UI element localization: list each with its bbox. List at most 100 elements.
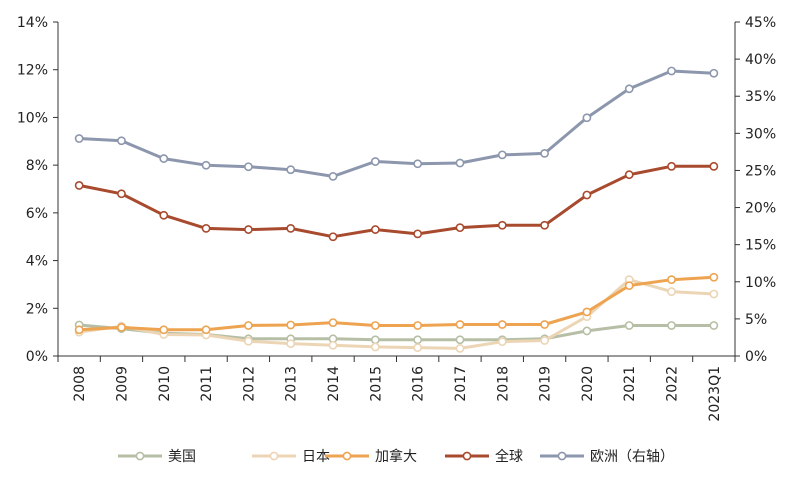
left-tick-label: 6% [26,206,48,222]
data-point [370,335,380,345]
right-tick-label: 20% [745,201,776,217]
series-line [79,323,714,342]
data-point [117,136,126,146]
legend-swatch-marker [269,451,279,461]
data-point [286,223,296,233]
data-point [328,232,338,242]
data-point [582,307,592,317]
x-tick-label: 2015 [368,366,384,402]
series-line [79,69,714,178]
data-point [667,275,676,285]
data-point [709,289,719,299]
series-layer [74,66,719,353]
data-point [413,159,423,169]
right-tick-label: 40% [745,52,776,68]
x-tick-label: 2011 [199,366,215,402]
legend-label: 加拿大 [375,448,417,465]
data-point [201,160,211,170]
data-point [413,229,423,239]
legend-label: 美国 [168,449,196,465]
data-point [370,321,380,330]
data-point [159,210,169,220]
legend-swatch-marker [135,451,145,461]
data-point [540,148,549,158]
x-tick-label: 2008 [72,366,88,402]
data-point [455,335,465,345]
left-tick-label: 0% [26,349,48,365]
legend: 美国 日本 加拿大 全球 欧洲（右轴） [118,448,674,465]
data-point [201,325,211,335]
data-point [159,154,169,163]
data-point [455,158,465,168]
data-point [286,165,296,175]
x-tick-label: 2023Q1 [707,366,723,422]
data-point [624,281,634,291]
left-tick-label: 12% [17,63,48,79]
data-point [667,161,676,171]
data-point [74,181,84,190]
x-tick-label: 2020 [580,366,596,402]
right-tick-label: 0% [745,349,767,365]
data-point [244,321,253,330]
data-point [497,220,507,230]
axes: 0% 2% 4% 6% 8% 10% 12% 14% 0% 5% 10% 15% 20% 25% 30% 35… [17,15,776,422]
legend-swatch-marker [342,451,352,461]
data-point [159,325,169,335]
data-point [413,321,423,330]
data-point [582,113,592,123]
right-tick-label: 35% [745,89,776,105]
data-point [244,336,253,346]
data-point [455,320,465,329]
data-point [497,320,507,329]
data-point [540,220,549,230]
x-tick-label: 2009 [114,366,130,402]
data-point [497,337,507,347]
data-point [117,189,126,199]
right-tick-label: 5% [745,312,767,328]
right-tick-label: 10% [745,275,776,291]
data-point [497,150,507,160]
data-point [328,318,338,327]
data-point [328,171,338,181]
data-point [244,225,253,234]
data-point [624,84,634,94]
data-point [582,326,592,336]
x-tick-label: 2022 [665,366,681,402]
data-point [370,157,380,166]
x-tick-label: 2021 [622,366,638,402]
x-tick-label: 2012 [241,366,257,402]
x-tick-label: 2014 [326,366,342,402]
data-point [201,223,211,233]
data-point [413,335,423,345]
series-line [79,275,714,332]
data-point [74,325,84,335]
data-point [709,321,719,330]
data-point [582,190,592,200]
data-point [709,68,719,78]
data-point [455,343,465,353]
legend-label: 日本 [302,449,330,465]
x-tick-label: 2017 [453,366,469,402]
data-point [667,66,676,76]
data-point [624,170,634,180]
data-point [667,287,676,296]
series-line [78,278,714,350]
data-point [74,134,84,143]
data-point [540,320,549,329]
left-tick-label: 14% [17,15,48,31]
data-point [709,272,719,282]
left-tick-label: 4% [26,254,48,270]
data-point [117,322,126,332]
legend-label: 欧洲（右轴） [590,449,674,465]
data-point [540,336,549,345]
data-point [667,321,676,330]
left-tick-label: 8% [26,158,48,174]
x-tick-label: 2019 [538,366,554,402]
left-tick-label: 10% [17,110,48,126]
legend-swatch-marker [462,451,472,461]
x-tick-label: 2013 [284,366,300,402]
data-point [244,162,253,172]
data-point [286,339,296,348]
x-tick-label: 2018 [495,366,511,402]
